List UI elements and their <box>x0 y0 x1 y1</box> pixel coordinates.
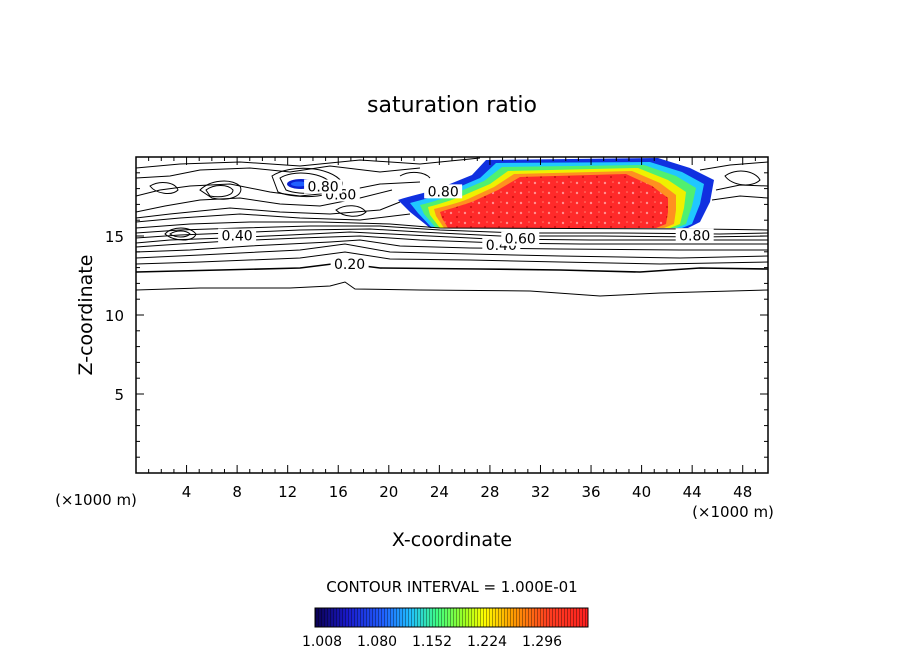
x-tick-label: 16 <box>329 483 348 501</box>
plot-area: 0.200.400.400.600.600.80 0.800.80 <box>136 157 768 297</box>
contour-label-bg <box>304 179 343 194</box>
contour-line <box>711 195 768 201</box>
x-tick-label: 12 <box>278 483 297 501</box>
contour-label: 0.60 <box>505 232 536 248</box>
x-tick-label: 20 <box>379 483 398 501</box>
contour-line <box>199 180 242 200</box>
contour-labels: 0.200.400.400.600.600.80 0.800.80 <box>218 179 714 273</box>
fill-blue-blob-core <box>291 181 307 187</box>
fill-speckle <box>440 174 668 228</box>
contour-line <box>136 251 768 265</box>
colorbar-frame <box>314 607 589 628</box>
axis-ticks <box>136 157 768 473</box>
x-tick-label: 36 <box>581 483 600 501</box>
contour-line <box>136 281 768 297</box>
contour-label-bg <box>501 231 540 246</box>
y-tick-label: 15 <box>105 228 124 246</box>
y-tick-label: 5 <box>114 386 124 404</box>
contour-line <box>136 239 768 253</box>
x-tick-label: 28 <box>480 483 499 501</box>
contour-line <box>136 243 768 259</box>
contour-label-bg <box>424 184 463 199</box>
colorbar-tick-label: 1.296 <box>522 634 562 650</box>
colorbar: 1.008 1.080 1.152 1.224 1.296 <box>302 607 589 650</box>
contour-line <box>169 230 191 238</box>
contour-line <box>136 221 768 231</box>
contour-label-bg <box>675 228 714 243</box>
contour-line <box>136 231 768 244</box>
chart-title: saturation ratio <box>367 93 537 118</box>
contour-line <box>136 225 768 235</box>
contour-label-bg <box>330 257 369 272</box>
x-tick-label: 4 <box>182 483 192 501</box>
contour-line <box>399 171 431 179</box>
x-tick-label: 32 <box>531 483 550 501</box>
contour-line <box>715 184 768 191</box>
colorbar-stripes <box>315 608 588 627</box>
colorbar-tick-labels: 1.008 1.080 1.152 1.224 1.296 <box>302 634 562 650</box>
y-axis-label: Z-coordinate <box>75 255 97 376</box>
x-unit-left: (×1000 m) <box>55 491 137 509</box>
contour-line <box>335 205 367 217</box>
contour-label-bg <box>218 228 257 243</box>
contour-line <box>149 182 179 194</box>
contour-label: 0.80 <box>307 180 338 196</box>
y-tick-label: 10 <box>105 307 124 325</box>
contour-interval-text: CONTOUR INTERVAL = 1.000E-01 <box>326 578 577 596</box>
y-tick-labels: 5 10 15 <box>105 228 124 404</box>
x-tick-labels: 4 8 12 16 20 24 28 32 36 40 44 48 <box>182 483 752 501</box>
contour-line <box>724 170 761 186</box>
contour-line <box>699 161 768 171</box>
contour-label: 0.40 <box>222 229 253 245</box>
contour-line <box>136 165 421 179</box>
contour-lines <box>136 157 768 297</box>
contour-line <box>136 235 768 248</box>
x-tick-label: 24 <box>430 483 449 501</box>
contour-line <box>164 227 197 241</box>
colorbar-tick-label: 1.224 <box>467 634 507 650</box>
x-tick-label: 8 <box>232 483 242 501</box>
contour-line <box>136 201 401 219</box>
x-unit-right: (×1000 m) <box>692 503 774 521</box>
contour-line <box>205 185 234 198</box>
contour-label: 0.80 <box>679 229 710 245</box>
colorbar-tick-label: 1.152 <box>412 634 452 650</box>
contour-line <box>136 213 411 223</box>
filled-supersaturation-region <box>287 158 714 228</box>
contour-label: 0.20 <box>334 257 365 273</box>
contour-line <box>136 228 768 239</box>
x-tick-label: 40 <box>632 483 651 501</box>
contour-line <box>136 262 768 273</box>
x-axis-label: X-coordinate <box>392 529 512 551</box>
x-tick-label: 48 <box>733 483 752 501</box>
contour-line <box>136 157 481 169</box>
colorbar-tick-label: 1.080 <box>357 634 397 650</box>
contour-label: 0.80 <box>428 184 459 200</box>
colorbar-tick-label: 1.008 <box>302 634 342 650</box>
x-tick-label: 44 <box>683 483 702 501</box>
contour-line <box>136 181 421 197</box>
